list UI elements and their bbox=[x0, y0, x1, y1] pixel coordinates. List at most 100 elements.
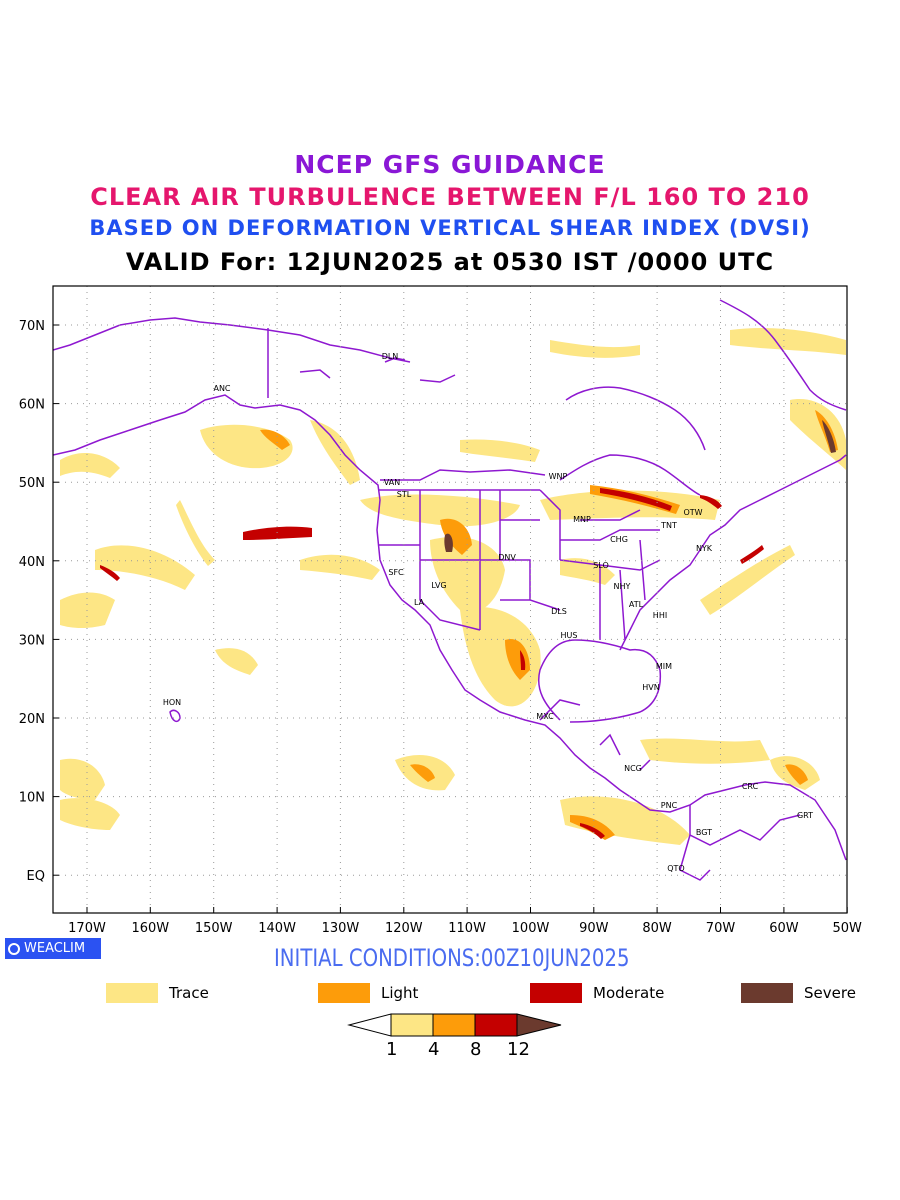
moderate-area bbox=[520, 650, 526, 670]
station-label: WNP bbox=[549, 472, 568, 481]
logo-text: WEACLIM bbox=[24, 941, 86, 956]
colorbar-lower-arrow bbox=[347, 1013, 392, 1037]
trace-area bbox=[730, 328, 846, 355]
colorbar-label-1: 1 bbox=[386, 1039, 398, 1060]
x-tick-label: 90W bbox=[579, 921, 609, 936]
station-label: ATL bbox=[629, 600, 644, 609]
title-guidance: NCEP GFS GUIDANCE bbox=[294, 150, 606, 179]
station-label: GRT bbox=[797, 811, 813, 820]
initial-conditions: INITIAL CONDITIONS:00Z10JUN2025 bbox=[274, 944, 630, 972]
trace-area bbox=[310, 420, 360, 485]
y-tick-label: 60N bbox=[19, 398, 45, 413]
station-label: STL bbox=[397, 490, 412, 499]
y-tick-label: 40N bbox=[19, 555, 45, 570]
colorbar-label-4: 4 bbox=[428, 1039, 440, 1060]
map-frame bbox=[52, 285, 848, 914]
station-label: ANC bbox=[213, 384, 230, 393]
colorbar-light bbox=[432, 1013, 476, 1037]
x-tick-label: 60W bbox=[769, 921, 799, 936]
y-tick-label: 30N bbox=[19, 633, 45, 648]
trace-area bbox=[300, 554, 380, 580]
x-tick-label: 80W bbox=[642, 921, 672, 936]
x-tick-label: 170W bbox=[68, 921, 106, 936]
station-label: CHG bbox=[610, 535, 628, 544]
legend-light-swatch bbox=[318, 983, 370, 1003]
light-area bbox=[260, 429, 290, 450]
moderate-area bbox=[100, 565, 120, 581]
x-tick-label: 50W bbox=[832, 921, 862, 936]
island bbox=[299, 357, 456, 383]
moderate-area bbox=[580, 823, 605, 839]
y-tick-label: EQ bbox=[27, 869, 45, 884]
legend-severe-swatch bbox=[741, 983, 793, 1003]
y-tick-label: 20N bbox=[19, 712, 45, 727]
title-method: BASED ON DEFORMATION VERTICAL SHEAR INDE… bbox=[89, 216, 811, 240]
trace-area bbox=[95, 545, 195, 590]
colorbar-trace bbox=[390, 1013, 434, 1037]
legend-moderate-swatch bbox=[530, 983, 582, 1003]
y-axis-labels: 70N 60N 50N 40N 30N 20N 10N EQ bbox=[19, 319, 45, 884]
station-label: PNC bbox=[661, 801, 678, 810]
light-area bbox=[410, 764, 435, 782]
legend-severe-label: Severe bbox=[804, 984, 856, 1002]
trace-area bbox=[60, 758, 105, 800]
station-labels: DLN ANC VAN STL WNP OTW TNT MNP CHG NYK DNV SFC SLO L… bbox=[163, 352, 813, 873]
coastline bbox=[565, 386, 706, 451]
station-label: SFC bbox=[388, 568, 404, 577]
station-label: VAN bbox=[384, 478, 400, 487]
station-label: DLS bbox=[551, 607, 567, 616]
severe-area bbox=[822, 420, 836, 453]
coastline bbox=[538, 639, 662, 723]
station-label: HVN bbox=[642, 683, 659, 692]
trace-area bbox=[550, 340, 640, 358]
moderate-area bbox=[600, 488, 672, 511]
legend-trace-swatch bbox=[106, 983, 158, 1003]
station-label: NHY bbox=[614, 582, 631, 591]
colorbar-moderate bbox=[474, 1013, 518, 1037]
y-tick-label: 70N bbox=[19, 319, 45, 334]
station-label: TNT bbox=[660, 521, 677, 530]
trace-area bbox=[640, 738, 770, 764]
title-turbulence: CLEAR AIR TURBULENCE BETWEEN F/L 160 TO … bbox=[90, 183, 810, 211]
station-label: DLN bbox=[382, 352, 399, 361]
severe-area bbox=[444, 533, 453, 552]
x-tick-label: 120W bbox=[385, 921, 423, 936]
station-label: LA bbox=[414, 598, 425, 607]
trace-area bbox=[60, 453, 120, 478]
station-label: CRC bbox=[742, 782, 759, 791]
x-tick-label: 130W bbox=[322, 921, 360, 936]
light-area bbox=[440, 518, 472, 555]
coastline bbox=[380, 469, 546, 481]
moderate-area bbox=[243, 526, 312, 540]
moderate-area bbox=[700, 495, 722, 509]
moderate-area bbox=[740, 545, 764, 564]
y-tick-label: 50N bbox=[19, 476, 45, 491]
coastline bbox=[619, 454, 847, 651]
station-label: MIM bbox=[656, 662, 672, 671]
border bbox=[378, 489, 661, 641]
trace-area bbox=[460, 606, 541, 707]
station-label: HUS bbox=[561, 631, 578, 640]
colorbar-upper-arrow bbox=[516, 1013, 562, 1037]
colorbar bbox=[347, 1013, 562, 1037]
logo-icon bbox=[8, 943, 20, 955]
station-label: OTW bbox=[683, 508, 702, 517]
x-tick-label: 100W bbox=[512, 921, 550, 936]
station-label: NYK bbox=[696, 544, 713, 553]
trace-area bbox=[60, 798, 120, 830]
legend-moderate-label: Moderate bbox=[593, 984, 665, 1002]
trace-area bbox=[215, 648, 258, 675]
coastline bbox=[53, 317, 411, 363]
station-label: SLO bbox=[593, 561, 609, 570]
colorbar-label-12: 12 bbox=[507, 1039, 530, 1060]
station-label: LVG bbox=[431, 581, 446, 590]
station-label: MXC bbox=[536, 712, 554, 721]
coastlines-borders bbox=[53, 299, 847, 881]
x-tick-label: 150W bbox=[195, 921, 233, 936]
station-label: NCG bbox=[624, 764, 642, 773]
station-label: HON bbox=[163, 698, 181, 707]
x-tick-label: 140W bbox=[258, 921, 296, 936]
legend-trace-label: Trace bbox=[169, 984, 209, 1002]
x-axis-labels: 170W 160W 150W 140W 130W 120W 110W 100W 90W 80W 70… bbox=[68, 921, 862, 936]
